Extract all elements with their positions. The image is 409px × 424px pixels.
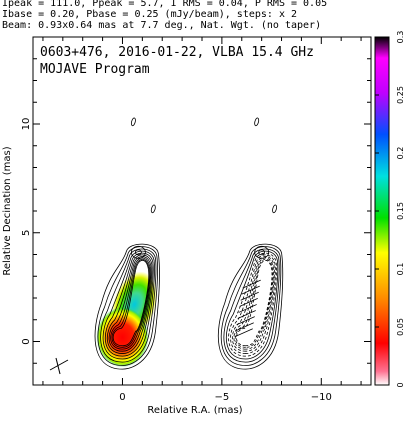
polarization-vector [237,310,256,319]
knot-contour [130,245,146,259]
polarization-vector [238,304,257,313]
contour-level [230,254,276,354]
colorbar-tick-label: 0.2 [396,147,405,160]
header-line-2: Ibase = 0.20, Pbase = 0.25 (mJy/beam), s… [2,9,298,20]
isolated-component-contour [150,204,156,214]
contour-level [104,252,154,357]
contour-level [223,248,280,363]
contour-level [108,256,152,352]
knot-contour [254,245,270,259]
polarization-vector [241,285,260,295]
contour-level [111,258,150,348]
contour-level [102,250,155,360]
contour-level [234,258,274,348]
panel-total-intensity [94,243,160,370]
polarization-vector [242,279,261,289]
colorbar-tick-label: 0.05 [396,318,405,336]
contour-level [100,248,157,363]
y-tick-label: 0 [21,338,32,344]
polarization-vector [236,316,255,325]
colorbar-ticks: 0 0.05 0.1 0.15 0.2 0.25 0.3 [375,31,405,388]
y-tick-label: 5 [21,230,32,236]
colorbar-tick-label: 0 [396,382,405,387]
knot-contour-inner [134,249,142,256]
map-title: 0603+476, 2016-01-22, VLBA 15.4 GHz [40,45,314,60]
plot-frame [32,36,372,386]
polarization-vector [234,328,253,338]
contour-level [94,243,160,370]
knot-contour-inner [258,249,266,256]
colorbar-tick-label: 0.15 [396,202,405,220]
polarization-vector [240,291,259,301]
y-axis-label: Relative Decination (mas) [2,146,13,275]
polarization-vector [239,297,258,307]
contour-level [225,250,279,360]
map-layer [94,117,284,370]
x-tick-label: 0 [119,392,125,403]
colorbar-tick-label: 0.25 [396,86,405,104]
x-tick-label: −10 [311,392,332,403]
y-tick-label: 10 [21,118,32,131]
map-subtitle: MOJAVE Program [40,62,150,77]
panel-polarization [217,243,284,370]
contour-level [233,257,274,350]
beam-marker [49,357,69,375]
x-axis-label: Relative R.A. (mas) [147,405,242,416]
header-line-3: Beam: 0.93x0.64 mas at 7.7 deg., Nat. Wg… [2,20,322,31]
contour-level [236,259,273,347]
contour-level [228,252,277,357]
contour-level [112,259,150,347]
x-tick-label: −5 [215,392,230,403]
colorbar-tick-label: 0.3 [396,31,405,44]
colorbar-tick-label: 0.1 [396,263,405,276]
contour-level [217,243,284,370]
isolated-component-contour [130,117,136,127]
header-line-1: Ipeak = 111.0, Ppeak = 5.7, I RMS = 0.04… [2,0,328,9]
polarization-vector [235,322,254,332]
contour-level [110,257,151,350]
isolated-component-contour [272,204,277,214]
axes-layer: 0 −5 −10 0 5 10 [21,37,371,403]
isolated-component-contour [254,117,260,127]
